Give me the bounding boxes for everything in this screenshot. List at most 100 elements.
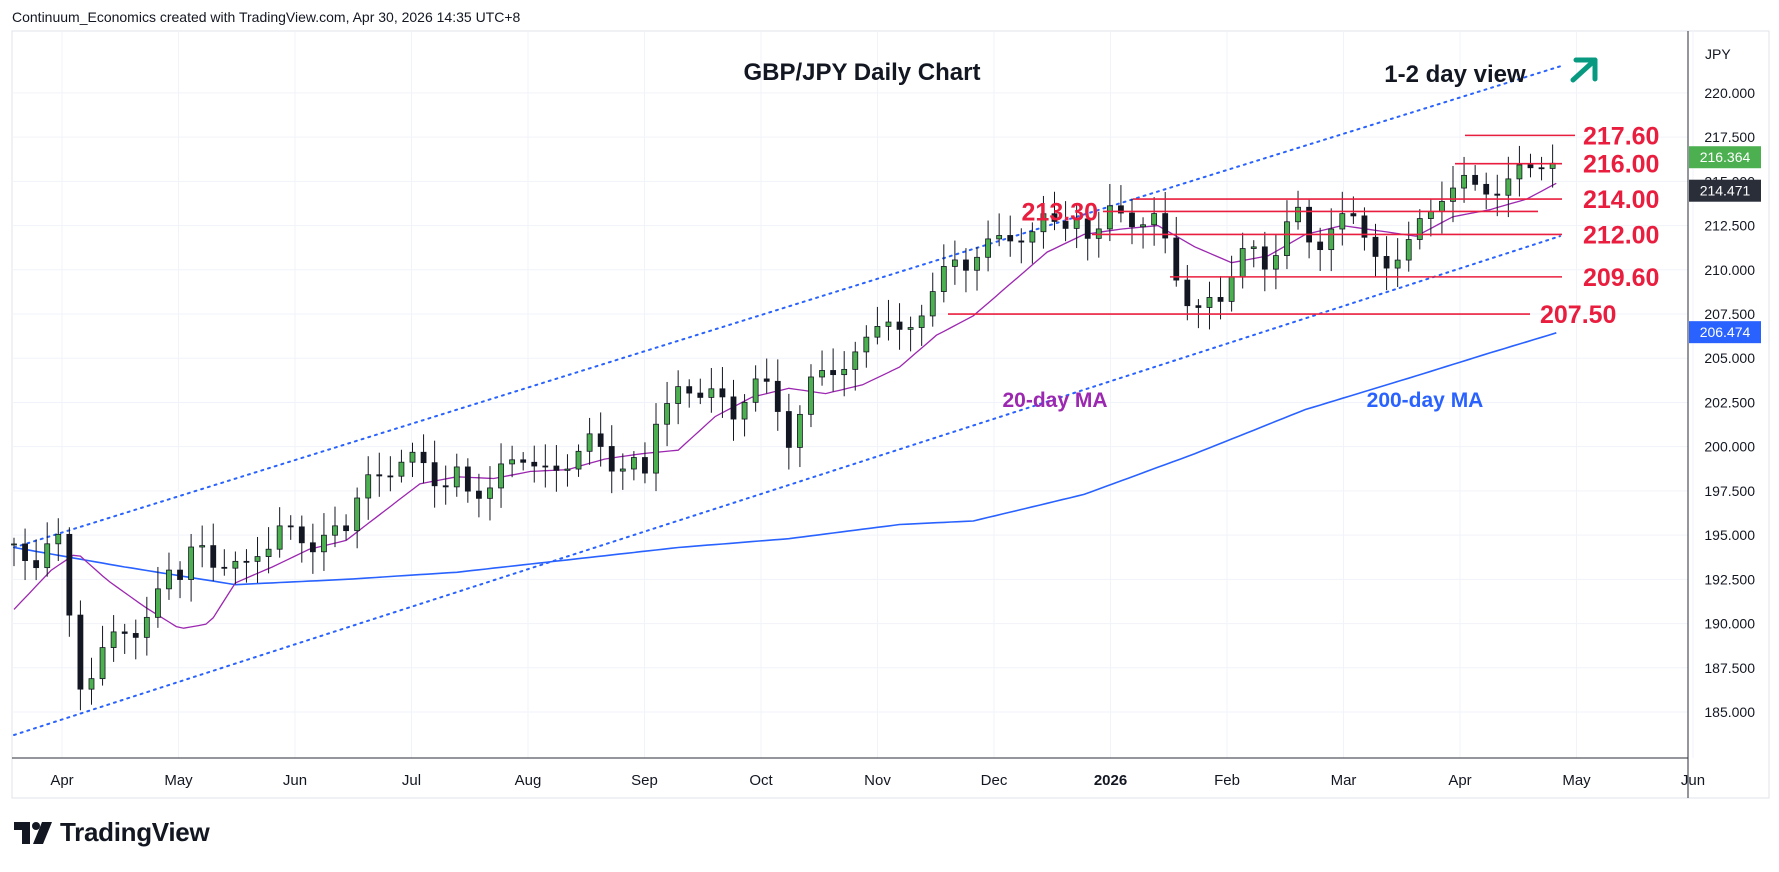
candle [1427, 199, 1434, 237]
candle-body [1527, 164, 1534, 169]
candle [121, 623, 128, 654]
candle-body [874, 326, 881, 338]
candle [1062, 201, 1069, 242]
candle [808, 364, 814, 428]
candle [608, 425, 615, 494]
candle [1217, 276, 1224, 320]
candle [33, 539, 40, 581]
candle-body [708, 388, 715, 398]
candle-body [974, 256, 980, 271]
candle-body [1461, 174, 1467, 189]
candle [531, 445, 538, 483]
candle [664, 381, 670, 447]
candle-body [1007, 235, 1014, 242]
candle-body [1505, 178, 1512, 196]
moving-averages [13, 182, 1557, 629]
candle [963, 248, 969, 293]
candle-body [664, 403, 670, 425]
candle [166, 552, 172, 600]
candle [66, 527, 73, 637]
level-label: 216.00 [1583, 151, 1659, 179]
candle [1339, 191, 1346, 246]
candle [974, 247, 980, 291]
candle-body [1306, 206, 1312, 243]
candle-body [1051, 213, 1058, 222]
candle-body [1217, 297, 1224, 302]
candle [1162, 191, 1169, 254]
candle-body [564, 468, 571, 471]
candle-body [1472, 174, 1479, 185]
candle [1461, 156, 1467, 203]
candle-body [918, 315, 925, 328]
candle-body [199, 545, 206, 548]
candle [243, 549, 250, 583]
candle [1472, 165, 1479, 191]
candle-body [509, 459, 516, 465]
candle-body [265, 548, 272, 557]
candle [1483, 172, 1490, 210]
y-tick-label: 212.500 [1704, 218, 1755, 234]
candle [630, 451, 637, 481]
chart-title: GBP/JPY Daily Chart [744, 59, 981, 86]
candle [885, 299, 892, 341]
candle-body [442, 485, 449, 488]
candle [996, 213, 1003, 247]
candle [1405, 221, 1412, 272]
candle [99, 625, 106, 686]
candle [1040, 195, 1047, 249]
candle-body [575, 450, 582, 470]
candle [1228, 255, 1235, 312]
candle-body [531, 461, 538, 467]
candle [675, 370, 682, 425]
candle-body [985, 238, 991, 258]
candle [642, 442, 648, 484]
price-badge-label: 214.471 [1700, 183, 1751, 199]
candle-body [77, 614, 84, 690]
candle-body [476, 490, 482, 499]
candle-body [1250, 246, 1257, 249]
candle-body [630, 457, 637, 470]
price-badges: 216.364 214.471 206.474 [1689, 146, 1761, 344]
x-tick-label: Apr [50, 772, 73, 789]
candle [1272, 234, 1279, 290]
y-tick-label: 205.000 [1704, 350, 1755, 366]
chart-labels: GBP/JPY Daily Chart 1-2 day view 20-day … [744, 57, 1598, 412]
candle-body [1162, 213, 1169, 239]
candle-body [1062, 221, 1069, 229]
candle-body [99, 647, 106, 680]
candle-body [1416, 218, 1423, 240]
candle [55, 518, 62, 561]
candle-body [608, 446, 615, 472]
candle-body [1295, 206, 1301, 223]
candle-body [686, 386, 693, 394]
candle-body [387, 475, 394, 478]
candle-body [863, 336, 870, 353]
candle-body [1239, 248, 1246, 278]
x-tick-label: May [1562, 772, 1591, 789]
candle-body [520, 459, 527, 463]
candle [1494, 174, 1501, 217]
candle-body [1106, 205, 1113, 230]
x-tick-label: Apr [1448, 772, 1471, 789]
candle [1206, 281, 1213, 330]
candle-body [154, 588, 161, 618]
candle-body [885, 321, 892, 327]
price-badge-label: 206.474 [1700, 324, 1751, 340]
level-label: 212.00 [1583, 221, 1659, 249]
candle [730, 379, 737, 441]
tradingview-logo[interactable]: TradingView [14, 817, 210, 848]
candle [1538, 156, 1545, 181]
candle-body [852, 351, 859, 370]
candle [453, 453, 460, 497]
candle [1184, 265, 1191, 321]
candle-body [653, 423, 659, 474]
candle [188, 533, 195, 602]
candle [77, 600, 84, 711]
candle [1350, 196, 1357, 225]
candle [1140, 217, 1146, 249]
candle-body [1317, 241, 1324, 251]
level-label: 213.30 [1022, 198, 1098, 226]
x-tick-label: Mar [1331, 772, 1357, 789]
